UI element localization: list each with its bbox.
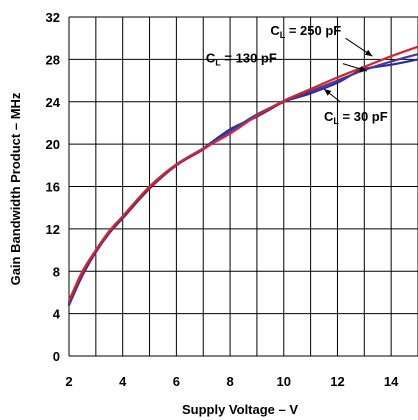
x-tick-label: 10 xyxy=(277,374,291,389)
series-annotation-label: CL = 250 pF xyxy=(270,23,341,40)
series-line-1 xyxy=(67,53,418,305)
series-annotation-label: CL = 30 pF xyxy=(324,109,388,126)
y-tick-label: 28 xyxy=(46,52,60,67)
y-tick-label: 20 xyxy=(46,137,60,152)
x-tick-label: 2 xyxy=(65,374,72,389)
annotation-leaders xyxy=(323,37,373,103)
y-axis-title: Gain Bandwidth Product – MHz xyxy=(8,92,23,285)
annotations: CL = 250 pF CL = 130 pF CL = 30 pF xyxy=(206,23,388,126)
series-lines xyxy=(67,45,418,307)
y-tick-label: 32 xyxy=(46,10,60,25)
series-line-0 xyxy=(67,58,418,307)
grid xyxy=(68,16,418,357)
x-tick-label: 4 xyxy=(119,374,127,389)
x-axis-title: Supply Voltage – V xyxy=(182,402,298,417)
series-line-2 xyxy=(67,45,418,302)
annotation-arrowhead xyxy=(364,49,373,57)
y-tick-label: 12 xyxy=(46,222,60,237)
x-tick-label: 8 xyxy=(226,374,233,389)
y-tick-label: 0 xyxy=(53,349,60,364)
y-tick-label: 16 xyxy=(46,180,60,195)
y-tick-label: 8 xyxy=(53,264,60,279)
y-tick-label: 4 xyxy=(53,307,61,322)
x-tick-label: 6 xyxy=(173,374,180,389)
series-annotation-label: CL = 130 pF xyxy=(206,51,277,68)
annotation-arrowhead xyxy=(359,66,367,72)
x-tick-label: 14 xyxy=(384,374,399,389)
x-tick-label: 12 xyxy=(330,374,344,389)
y-tick-label: 24 xyxy=(46,95,61,110)
annotation-arrowhead xyxy=(324,89,332,96)
